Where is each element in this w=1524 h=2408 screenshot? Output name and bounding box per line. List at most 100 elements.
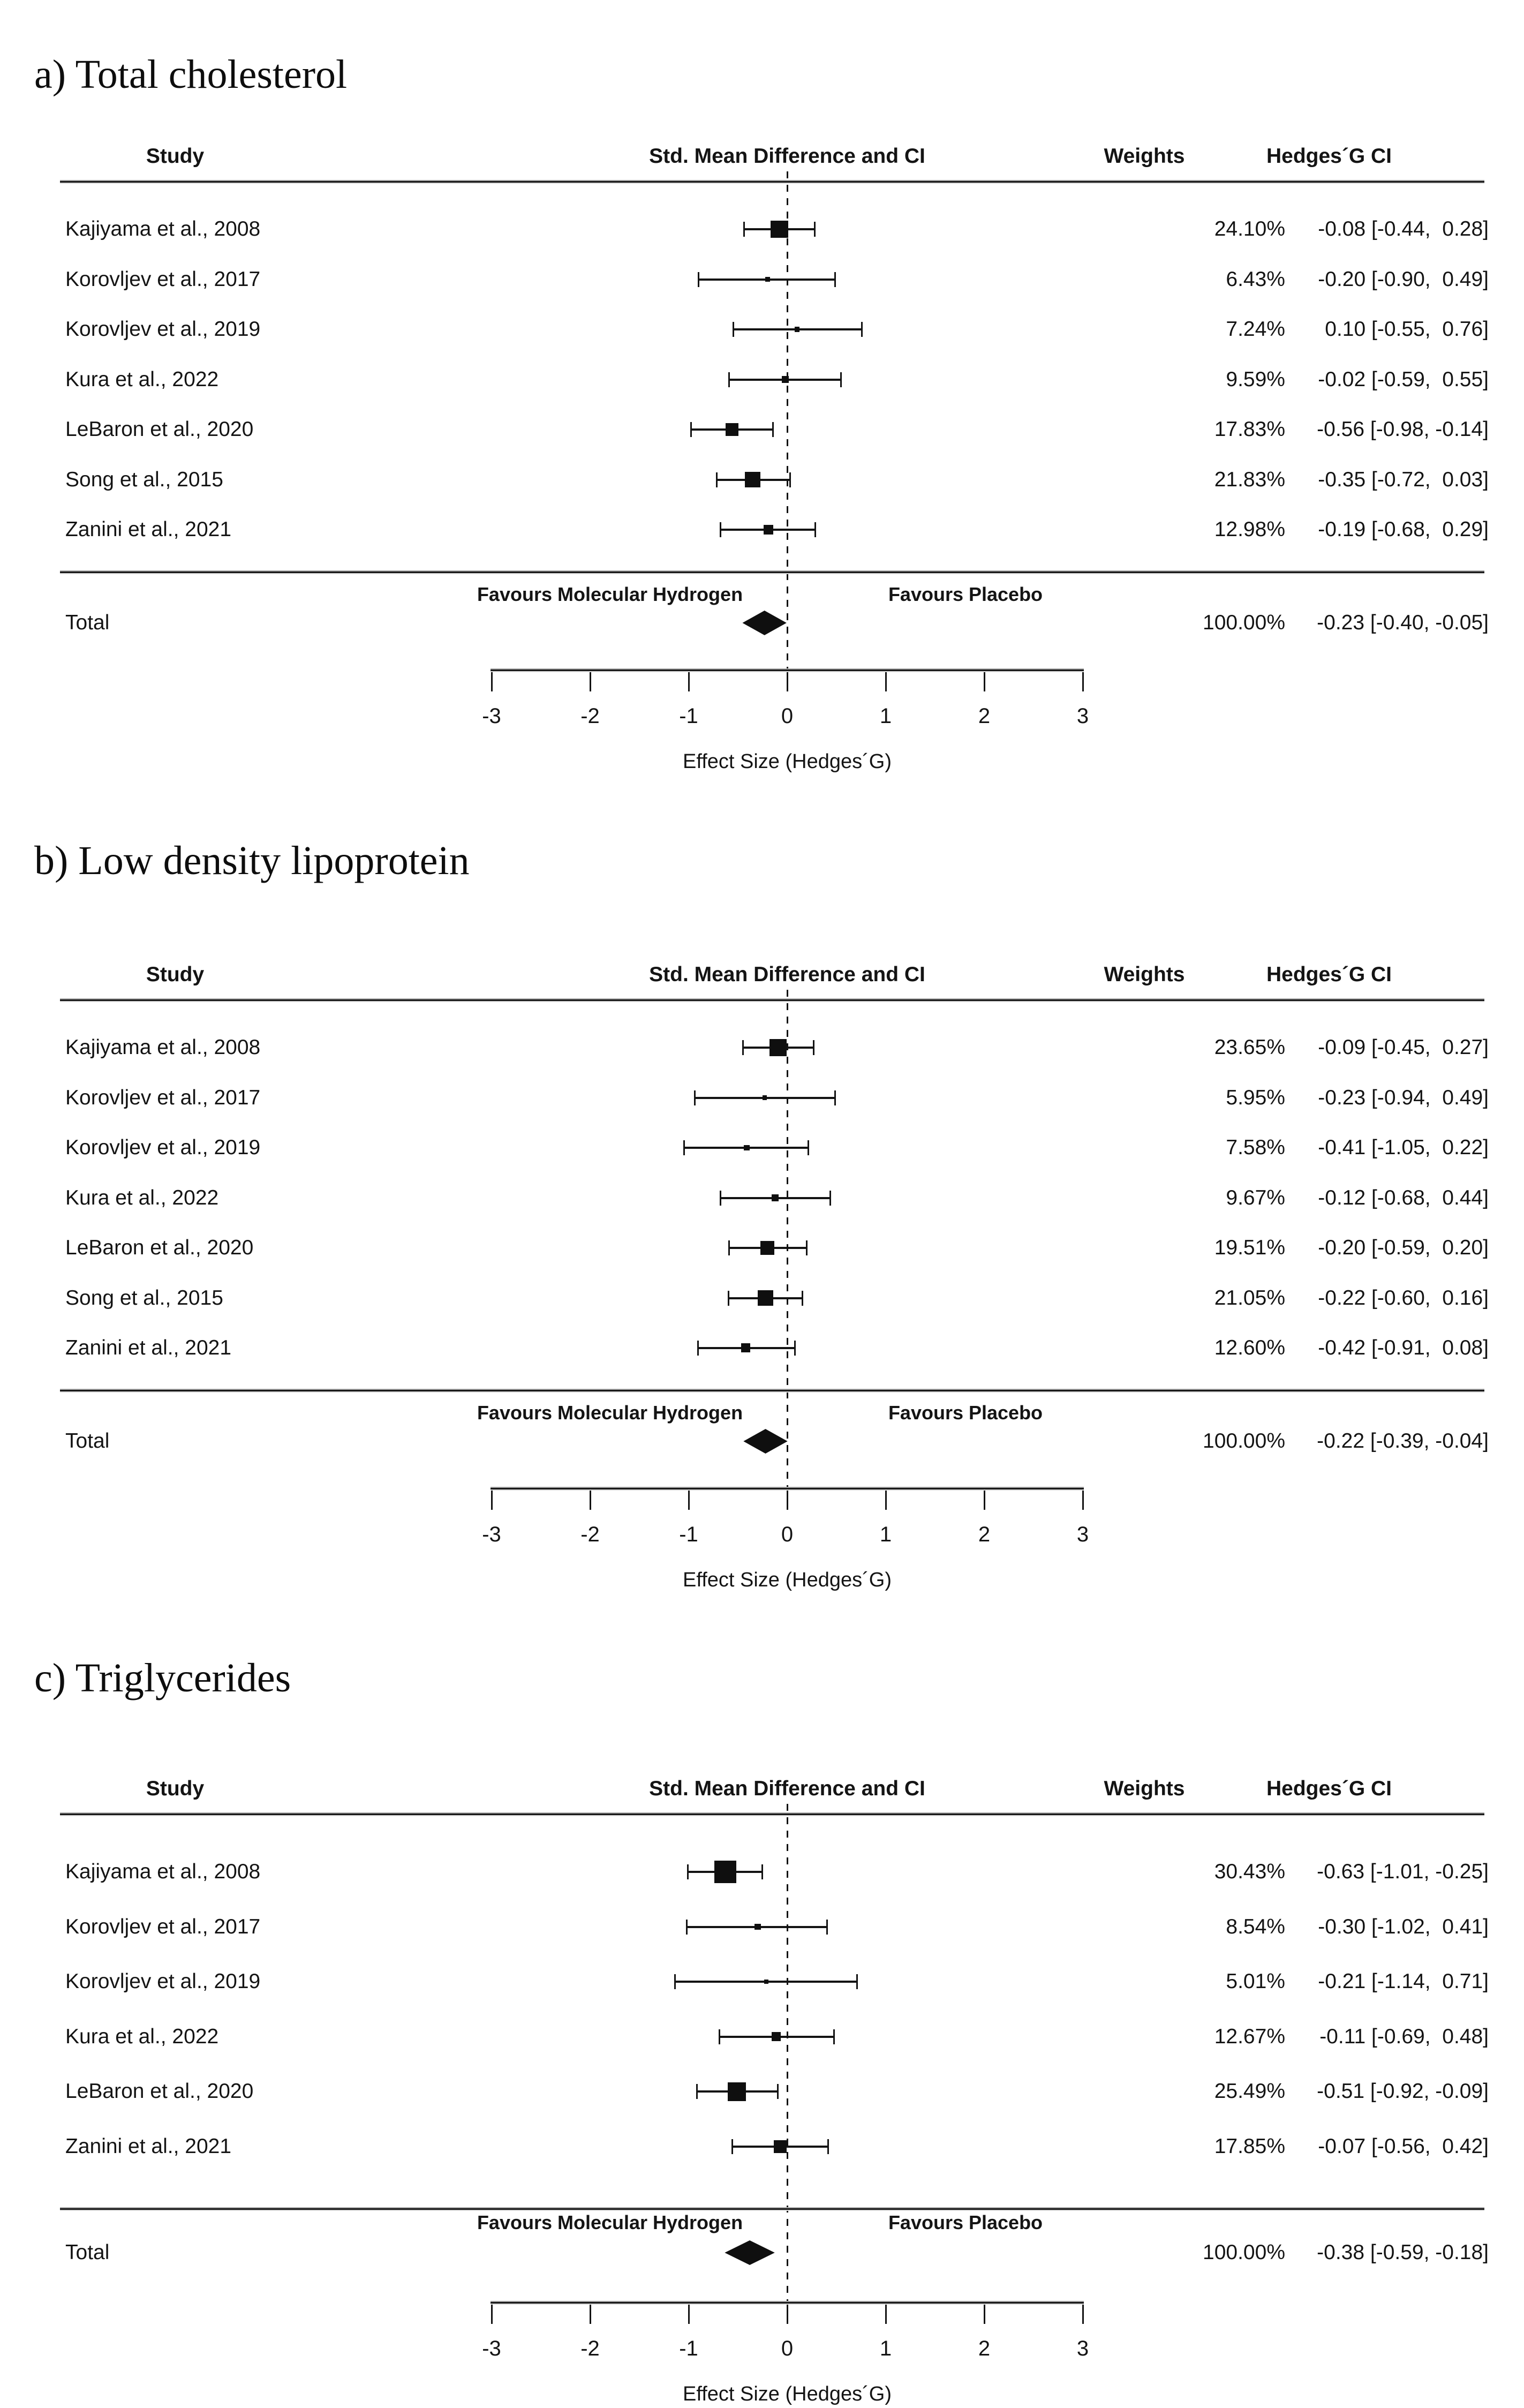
effect-square <box>774 2140 787 2154</box>
study-label: LeBaron et al., 2020 <box>65 2080 254 2103</box>
ci-cap-right <box>808 1140 810 1155</box>
total-hedges-ci-value: -0.22 [-0.39, -0.04] <box>1317 1429 1489 1453</box>
weight-value: 24.10% <box>1214 217 1285 240</box>
effect-square <box>741 1343 751 1353</box>
weight-value: 17.85% <box>1214 2135 1285 2158</box>
ci-cap-left <box>719 522 721 537</box>
zero-reference-line <box>787 990 788 1487</box>
total-diamond <box>742 611 787 635</box>
ci-cap-right <box>834 1090 836 1105</box>
weight-value: 17.83% <box>1214 418 1285 441</box>
ci-cap-right <box>802 1290 804 1306</box>
study-label: Korovljev et al., 2019 <box>65 1136 261 1159</box>
hedges-ci-value: -0.51 [-0.92, -0.09] <box>1317 2080 1489 2103</box>
ci-cap-left <box>686 1919 688 1935</box>
favours-left-label: Favours Molecular Hydrogen <box>477 583 743 605</box>
panel-low-density-lipoprotein: b) Low density lipoprotein Study Std. Mea… <box>0 818 1524 1637</box>
column-header-weights: Weights <box>1104 1777 1185 1800</box>
axis-tick <box>984 2305 985 2324</box>
ci-cap-right <box>777 2084 779 2100</box>
column-header-study: Study <box>146 145 205 168</box>
ci-cap-left <box>727 1290 729 1306</box>
favours-left-label: Favours Molecular Hydrogen <box>477 2211 743 2233</box>
total-weight-value: 100.00% <box>1203 611 1285 634</box>
effect-square <box>714 1861 736 1883</box>
column-header-hedges: Hedges´G CI <box>1266 145 1392 168</box>
weight-value: 21.83% <box>1214 468 1285 491</box>
study-label: Kura et al., 2022 <box>65 1186 219 1209</box>
study-label: Kajiyama et al., 2008 <box>65 1036 261 1059</box>
ci-cap-right <box>772 422 774 437</box>
axis-tick-label: 3 <box>1076 704 1089 728</box>
study-label: Korovljev et al., 2017 <box>65 267 261 291</box>
weight-value: 5.95% <box>1226 1086 1285 1109</box>
effect-square <box>725 423 738 437</box>
effect-square <box>772 2032 781 2042</box>
ci-cap-left <box>732 322 734 337</box>
panel-title: b) Low density lipoprotein <box>34 838 470 883</box>
hedges-ci-value: -0.19 [-0.68, 0.29] <box>1318 518 1489 541</box>
weight-value: 21.05% <box>1214 1286 1285 1310</box>
axis-line <box>491 2301 1084 2305</box>
study-label: Zanini et al., 2021 <box>65 1336 232 1359</box>
ci-cap-right <box>833 2029 835 2044</box>
total-label: Total <box>65 611 110 634</box>
study-label: Kura et al., 2022 <box>65 2025 219 2048</box>
panel-total-cholesterol: a) Total cholesterol Study Std. Mean Diff… <box>0 0 1524 818</box>
pre-total-rule <box>60 2207 1484 2211</box>
panel-title: a) Total cholesterol <box>34 52 348 97</box>
ci-cap-left <box>683 1140 685 1155</box>
weight-value: 25.49% <box>1214 2080 1285 2103</box>
effect-square <box>771 220 788 238</box>
ci-cap-right <box>812 1040 814 1055</box>
column-header-study: Study <box>146 1777 205 1800</box>
axis-tick-label: 3 <box>1076 1523 1089 1546</box>
ci-cap-left <box>694 1090 696 1105</box>
axis-tick <box>885 1491 887 1510</box>
axis-tick <box>1082 672 1084 691</box>
ci-cap-left <box>728 372 730 387</box>
pre-total-rule <box>60 1389 1484 1393</box>
axis-tick <box>787 1491 788 1510</box>
study-label: Kajiyama et al., 2008 <box>65 217 261 240</box>
effect-square <box>794 327 800 332</box>
effect-square <box>769 1039 787 1056</box>
hedges-ci-value: -0.08 [-0.44, 0.28] <box>1318 217 1489 240</box>
study-label: Korovljev et al., 2019 <box>65 318 261 341</box>
effect-square <box>744 1145 750 1151</box>
ci-cap-right <box>761 1864 763 1879</box>
axis-tick <box>590 672 591 691</box>
axis-tick <box>787 2305 788 2324</box>
weight-value: 8.54% <box>1226 1915 1285 1938</box>
header-rule <box>60 180 1484 184</box>
column-header-smd: Std. Mean Difference and CI <box>649 963 925 986</box>
axis-tick <box>688 672 690 691</box>
total-label: Total <box>65 1429 110 1453</box>
axis-tick-label: 2 <box>978 1523 991 1546</box>
effect-square <box>755 1923 761 1930</box>
axis-tick-label: 3 <box>1076 2337 1089 2360</box>
axis-tick-label: 0 <box>781 1523 794 1546</box>
column-header-hedges: Hedges´G CI <box>1266 963 1392 986</box>
study-label: Zanini et al., 2021 <box>65 2135 232 2158</box>
axis-tick-label: 1 <box>879 704 892 728</box>
hedges-ci-value: -0.35 [-0.72, 0.03] <box>1318 468 1489 491</box>
hedges-ci-value: -0.56 [-0.98, -0.14] <box>1317 418 1489 441</box>
total-weight-value: 100.00% <box>1203 2241 1285 2264</box>
axis-tick-label: -1 <box>679 2337 698 2360</box>
axis-tick <box>590 2305 591 2324</box>
effect-square <box>764 525 773 535</box>
effect-square <box>744 471 761 488</box>
total-diamond <box>725 2240 775 2265</box>
study-label: Song et al., 2015 <box>65 1286 223 1310</box>
axis-tick-label: 2 <box>978 704 991 728</box>
hedges-ci-value: -0.30 [-1.02, 0.41] <box>1318 1915 1489 1938</box>
axis-tick-label: 1 <box>879 2337 892 2360</box>
ci-cap-right <box>856 1974 858 1990</box>
hedges-ci-value: -0.23 [-0.94, 0.49] <box>1318 1086 1489 1109</box>
effect-square <box>765 277 770 282</box>
ci-cap-right <box>805 1240 808 1255</box>
axis-tick <box>688 1491 690 1510</box>
column-header-weights: Weights <box>1104 963 1185 986</box>
zero-reference-line <box>787 171 788 668</box>
